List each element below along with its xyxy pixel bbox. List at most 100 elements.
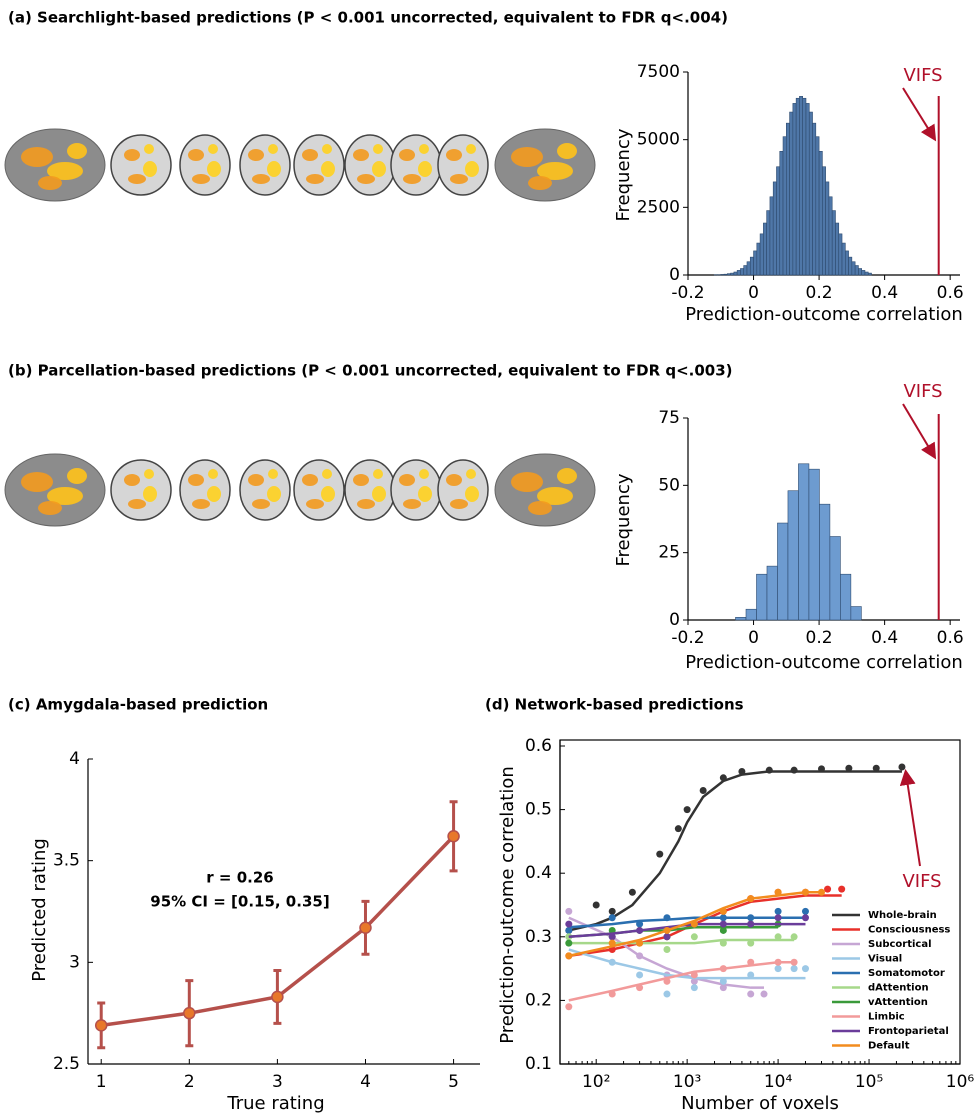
x-tick-label: 2 [184,1072,195,1092]
activation [321,161,335,177]
activation [399,474,415,486]
bar [798,464,808,620]
brain-slice [180,135,230,195]
activation [373,144,383,154]
point [593,902,600,909]
activation [419,469,429,479]
brain-slice [294,460,344,520]
activation [207,161,221,177]
x-tick-label: 0 [748,283,759,303]
x-axis-label: Prediction-outcome correlation [685,652,963,673]
point [636,940,643,947]
bar [783,137,786,275]
point [609,914,616,921]
point [691,984,698,991]
brain-slice [391,460,441,520]
brain-slice [180,460,230,520]
brain-slice [345,460,395,520]
annotation-arrow [906,773,920,866]
y-tick-label: 25 [658,543,680,563]
brain-slice [345,135,395,195]
point [818,765,825,772]
point [747,991,754,998]
point [691,933,698,940]
y-axis-label: Prediction-outcome correlation [497,766,518,1044]
activation [306,174,324,184]
activation [528,176,552,190]
bar [822,167,825,275]
point [675,825,682,832]
point [565,952,572,959]
bar [845,251,848,275]
x-tick-label: 5 [448,1072,459,1092]
x-tick-label: 0.6 [937,628,964,648]
activation [207,486,221,502]
activation [143,161,157,177]
bar [819,504,829,620]
activation [252,499,270,509]
bar [788,491,798,620]
activation [511,147,543,167]
bar [835,223,838,275]
x-axis-label: True rating [226,1093,324,1114]
activation [357,499,375,509]
point [565,927,572,934]
bar [799,96,802,275]
x-tick-label: 4 [360,1072,371,1092]
point [565,921,572,928]
point [824,886,831,893]
point [663,927,670,934]
activation [418,486,432,502]
activation [268,144,278,154]
point [738,768,745,775]
point [720,908,727,915]
point [565,908,572,915]
bar [849,257,852,275]
activation [466,469,476,479]
legend-label: Default [868,1041,910,1052]
x-tick-label: 0.4 [871,283,898,303]
point [791,767,798,774]
point [636,927,643,934]
activation [403,499,421,509]
activation [466,144,476,154]
activation [403,174,421,184]
point [747,959,754,966]
point [775,965,782,972]
y-tick-label: 0 [669,610,680,630]
point [663,991,670,998]
legend-label: Frontoparietal [868,1026,949,1037]
activation [450,499,468,509]
point [656,851,663,858]
point [818,889,825,896]
activation [372,161,386,177]
bar [734,272,737,275]
point [663,914,670,921]
bar [760,234,763,275]
point [609,908,616,915]
point [96,1020,107,1031]
point [663,978,670,985]
brain-images [5,129,595,526]
legend-label: dAttention [868,983,929,994]
bar [750,257,753,275]
y-tick-label: 0.3 [525,927,552,947]
point [845,765,852,772]
annotation: r = 0.26 [206,869,273,887]
point [609,940,616,947]
fit-line [569,940,794,943]
chart-title: (d) Network-based predictions [485,696,744,714]
y-tick-label: 5000 [637,130,680,150]
bar [721,274,724,275]
x-tick-label: 10² [582,1072,610,1092]
bar [868,273,871,275]
activation [357,174,375,184]
activation [446,474,462,486]
y-tick-label: 4 [69,749,80,769]
activation [21,472,53,492]
point [448,831,459,842]
bar [767,211,770,275]
activation [248,149,264,161]
activation [144,144,154,154]
x-tick-label: -0.2 [671,628,704,648]
